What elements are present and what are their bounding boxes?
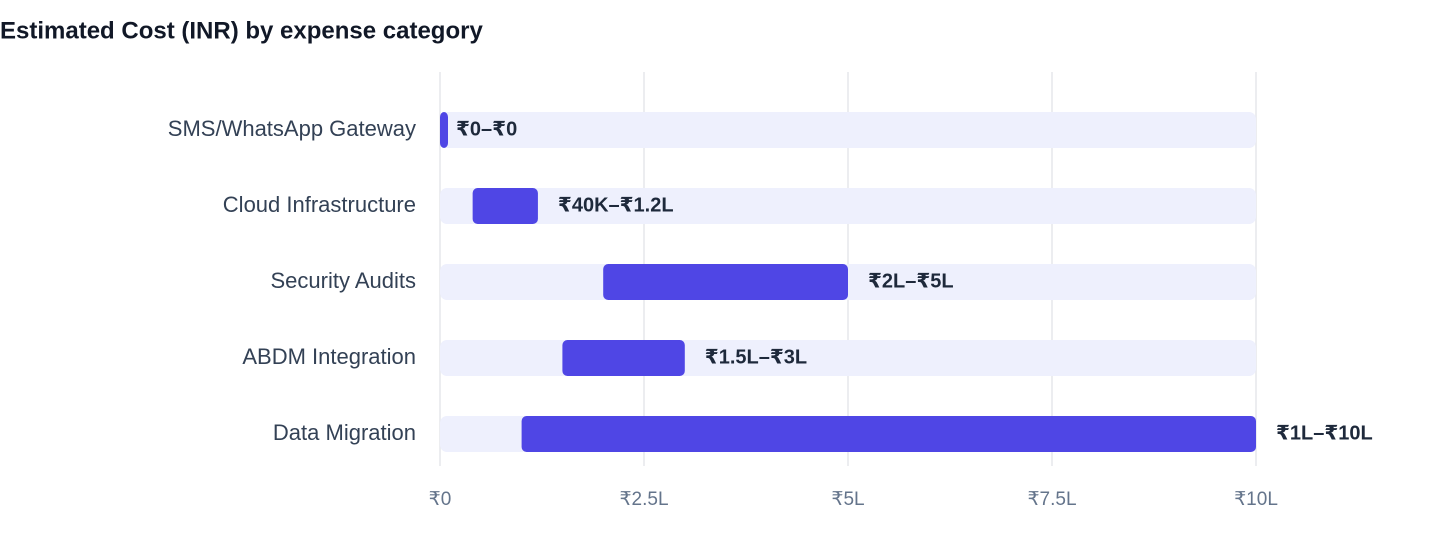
x-tick-label: ₹0 <box>429 489 452 510</box>
x-tick-label: ₹7.5L <box>1027 489 1076 510</box>
bar <box>562 340 685 376</box>
track <box>440 188 1256 224</box>
category-label: SMS/WhatsApp Gateway <box>168 116 416 141</box>
bar <box>603 264 848 300</box>
bar <box>521 416 1256 452</box>
chart-title: Estimated Cost (INR) by expense category <box>0 17 483 44</box>
category-label: ABDM Integration <box>242 344 416 369</box>
value-label: ₹1L–₹10L <box>1276 422 1373 444</box>
category-label: Security Audits <box>270 268 416 293</box>
x-tick-label: ₹10L <box>1234 489 1278 510</box>
value-label: ₹0–₹0 <box>456 118 517 140</box>
category-label: Data Migration <box>273 420 416 445</box>
category-label: Cloud Infrastructure <box>223 192 416 217</box>
bar <box>440 112 448 148</box>
x-tick-label: ₹2.5L <box>619 489 668 510</box>
value-label: ₹2L–₹5L <box>868 270 954 292</box>
track <box>440 112 1256 148</box>
value-label: ₹40K–₹1.2L <box>558 194 674 216</box>
value-label: ₹1.5L–₹3L <box>705 346 807 368</box>
x-tick-label: ₹5L <box>831 489 864 510</box>
bar <box>472 188 538 224</box>
